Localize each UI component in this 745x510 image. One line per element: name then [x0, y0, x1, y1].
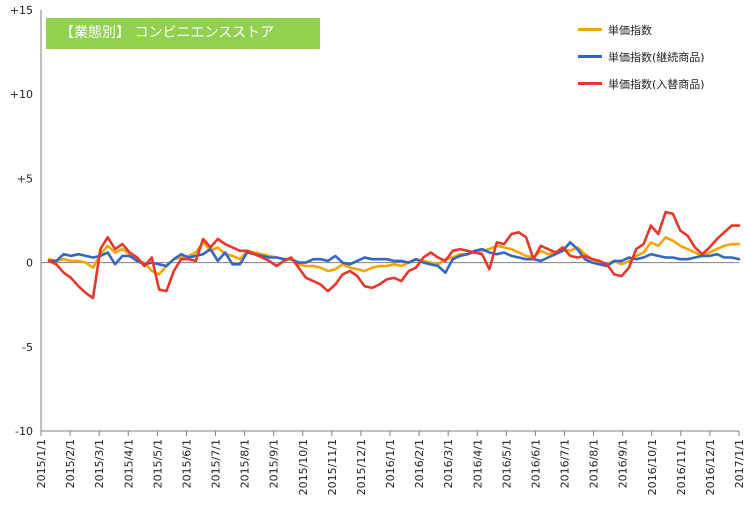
- x-tick-label: 2016/8/1: [588, 439, 601, 488]
- x-tick-label: 2016/2/1: [413, 439, 426, 488]
- x-tick-label: 2016/6/1: [529, 439, 542, 488]
- y-tick-label: -5: [22, 341, 33, 354]
- x-tick-label: 2016/1/1: [384, 439, 397, 488]
- x-tick-label: 2015/4/1: [122, 439, 135, 488]
- y-tick-label: +15: [10, 4, 33, 17]
- x-tick-label: 2016/10/1: [646, 439, 659, 495]
- y-tick-label: +5: [17, 172, 33, 185]
- x-tick-label: 2015/12/1: [355, 439, 368, 495]
- x-tick-label: 2015/8/1: [239, 439, 252, 488]
- x-tick-label: 2016/12/1: [704, 439, 717, 495]
- x-tick-label: 2016/4/1: [471, 439, 484, 488]
- x-tick-label: 2015/3/1: [93, 439, 106, 488]
- x-tick-label: 2016/7/1: [559, 439, 572, 488]
- legend-item-continuing-goods: 単価指数(継続商品): [578, 43, 705, 70]
- x-tick-label: 2016/11/1: [675, 439, 688, 495]
- legend-label: 単価指数(継続商品): [608, 50, 705, 64]
- x-tick-label: 2016/5/1: [500, 439, 513, 488]
- x-tick-label: 2016/3/1: [442, 439, 455, 488]
- x-tick-label: 2015/6/1: [180, 439, 193, 488]
- x-tick-label: 2017/1/1: [733, 439, 745, 488]
- x-tick-label: 2015/10/1: [297, 439, 310, 495]
- series-line-2: [47, 210, 741, 300]
- y-tick-label: +10: [10, 88, 33, 101]
- series-line-1: [47, 241, 741, 275]
- x-tick-label: 2015/5/1: [151, 439, 164, 488]
- plot-lines: [47, 210, 741, 300]
- x-tick-label: 2016/9/1: [617, 439, 630, 488]
- x-tick-label: 2015/9/1: [268, 439, 281, 488]
- legend-item-replaced-goods: 単価指数(入替商品): [578, 70, 705, 97]
- y-tick-label: 0: [26, 257, 33, 270]
- y-axis-labels: +15 +10 +5 0 -5 -10: [10, 4, 33, 438]
- x-tick-label: 2015/11/1: [326, 439, 339, 495]
- chart-title-badge: 【業態別】 コンビニエンスストア: [46, 18, 320, 49]
- x-tick-label: 2015/1/1: [35, 439, 48, 488]
- y-tick-label: -10: [15, 425, 33, 438]
- legend-swatch-orange: [578, 28, 602, 31]
- legend-item-price-index: 単価指数: [578, 16, 705, 43]
- legend-label: 単価指数: [608, 23, 652, 37]
- legend-label: 単価指数(入替商品): [608, 77, 705, 91]
- x-tick-label: 2015/7/1: [210, 439, 223, 488]
- legend-swatch-blue: [578, 55, 602, 58]
- legend-swatch-red: [578, 82, 602, 85]
- series-line-0: [47, 236, 741, 276]
- x-axis: 2015/1/1 2015/2/1 2015/3/1 2015/4/1 2015/5/1…: [35, 10, 745, 495]
- x-tick-label: 2015/2/1: [64, 439, 77, 488]
- legend: 単価指数 単価指数(継続商品) 単価指数(入替商品): [578, 16, 705, 97]
